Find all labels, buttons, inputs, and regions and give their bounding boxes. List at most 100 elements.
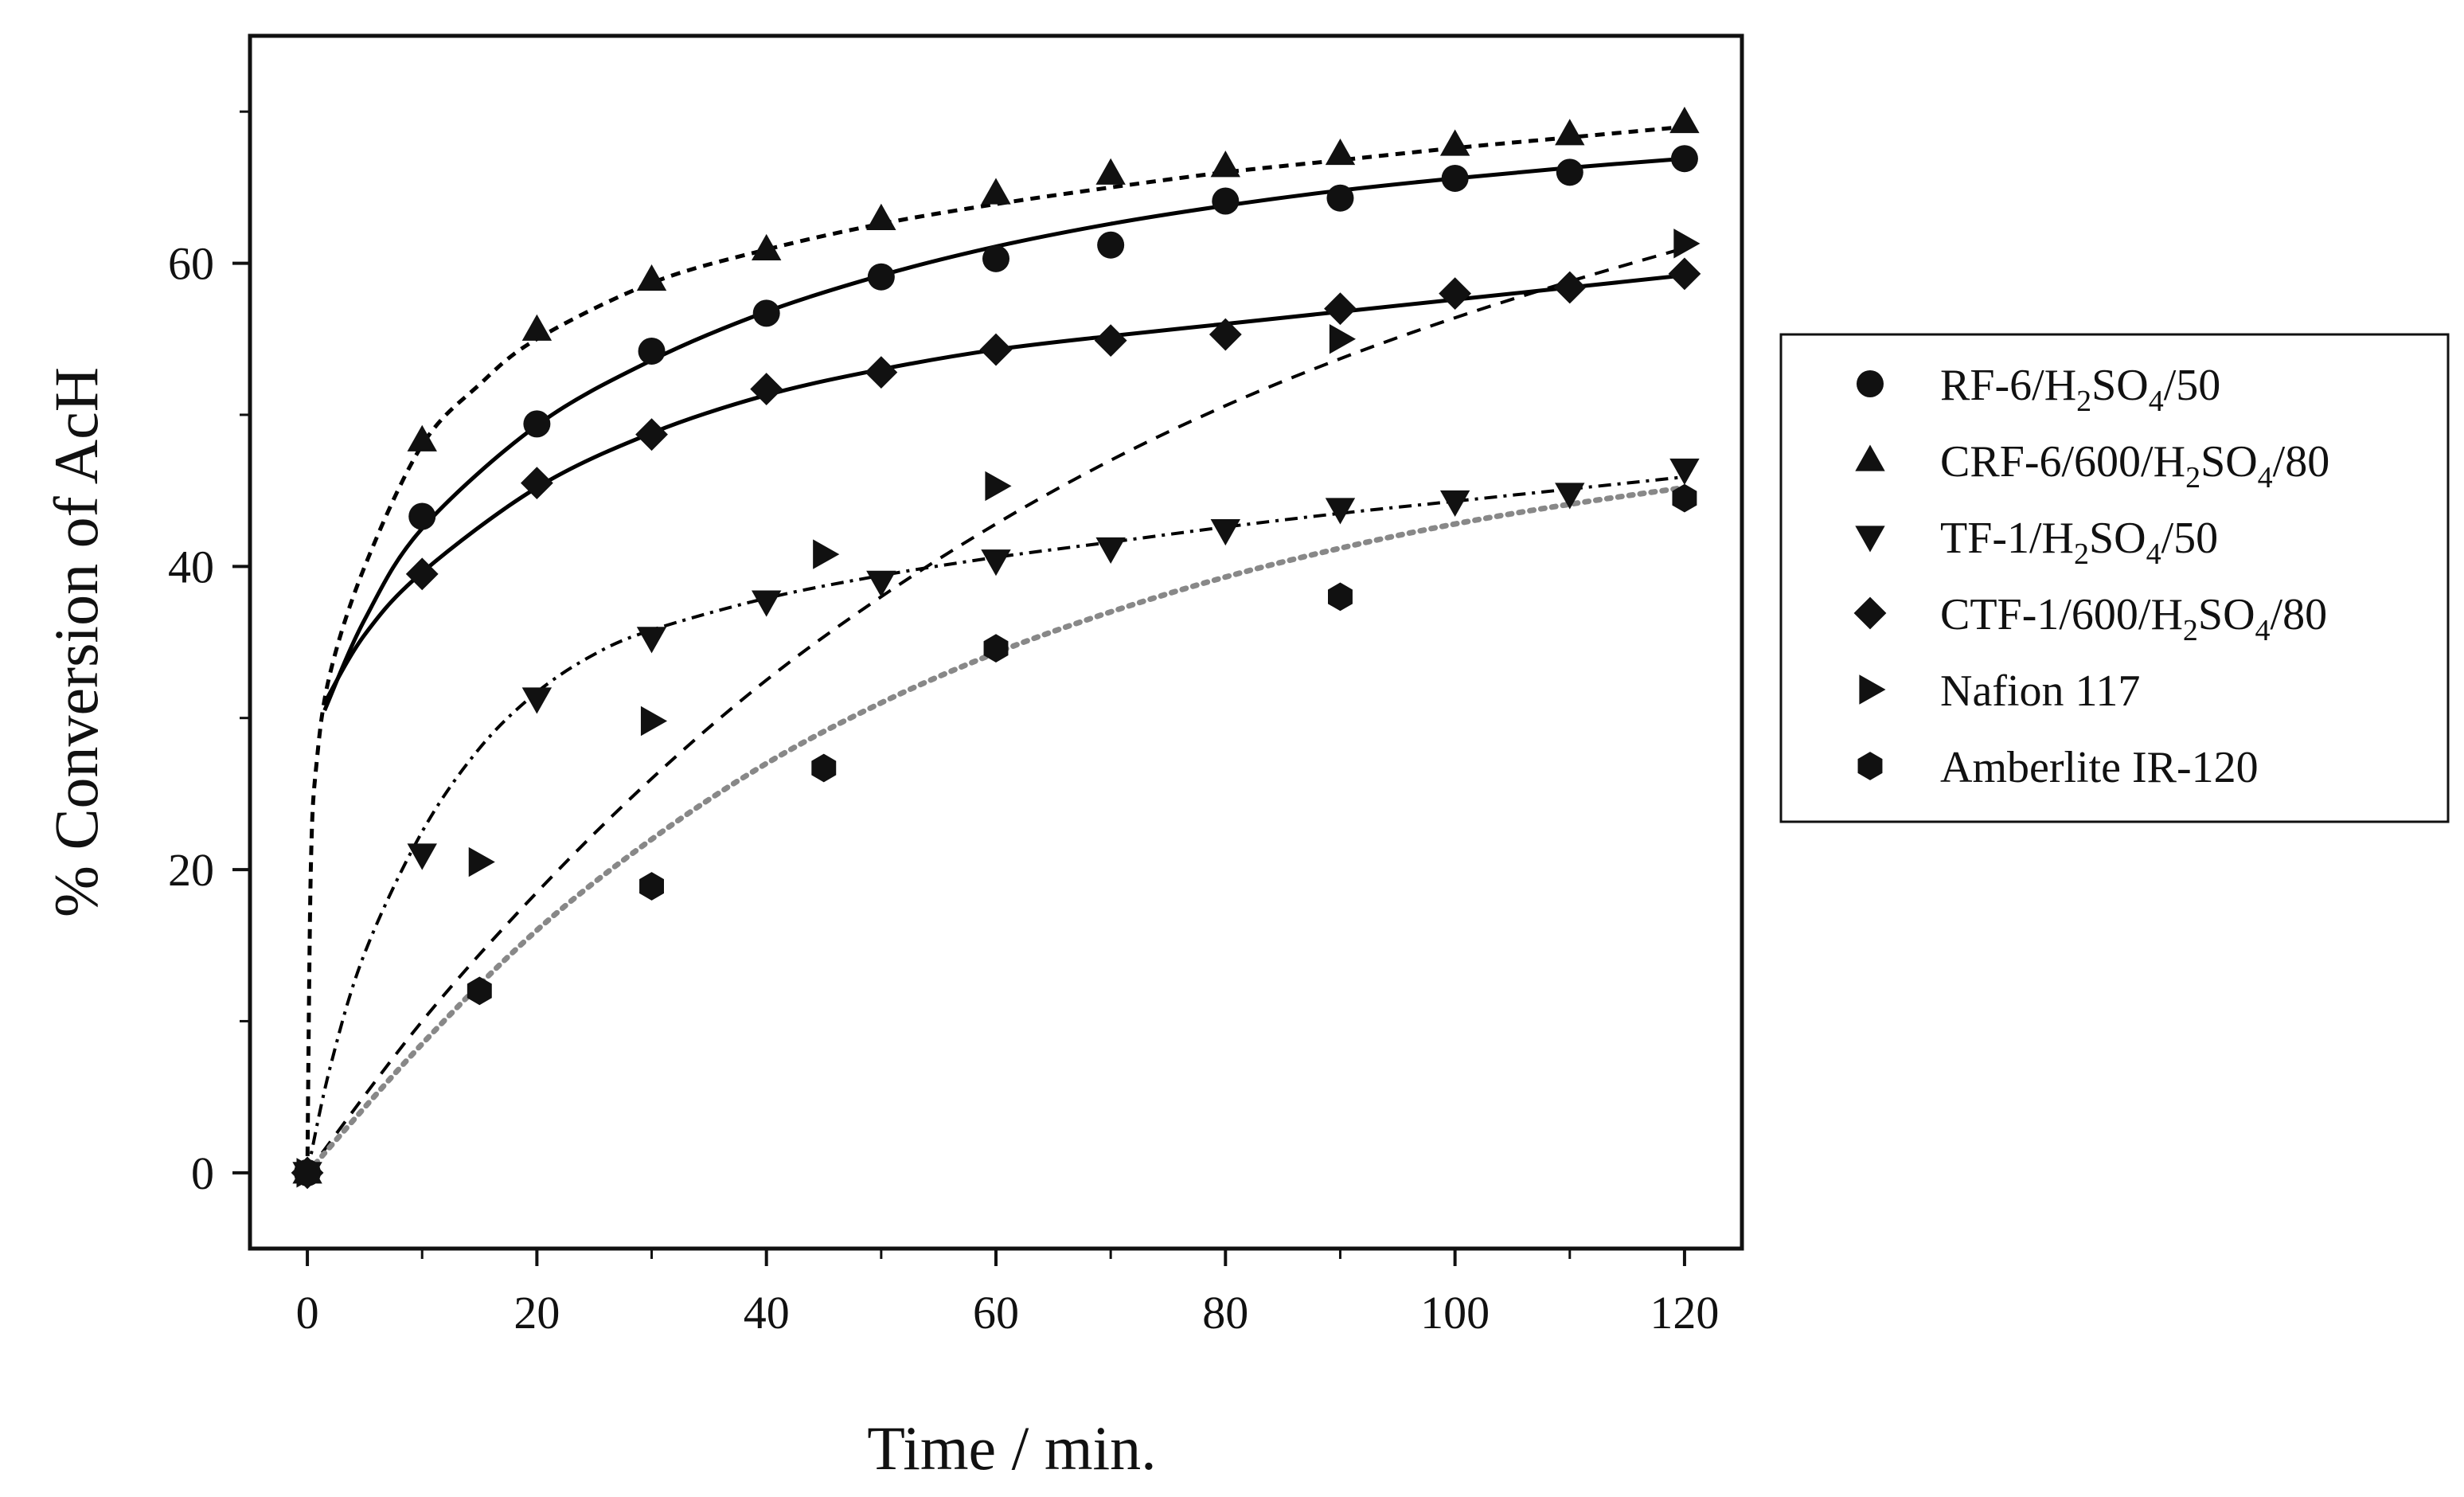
- data-point: [1324, 292, 1357, 326]
- y-tick-label: 40: [168, 541, 214, 592]
- data-point: [1670, 145, 1698, 173]
- data-point: [865, 356, 898, 389]
- legend-marker-1: [1857, 370, 1884, 397]
- data-point: [468, 846, 495, 877]
- x-tick-label: 40: [744, 1287, 790, 1339]
- data-point: [751, 590, 782, 617]
- data-point: [1673, 229, 1701, 259]
- data-point: [523, 410, 551, 438]
- legend-label-part: CTF-1/600/H: [1940, 590, 2183, 639]
- data-point: [1328, 582, 1353, 612]
- y-tick-label: 20: [168, 844, 214, 896]
- legend-label-5: Nafion 117: [1940, 666, 2140, 716]
- data-point: [1209, 318, 1242, 351]
- data-point: [751, 233, 782, 261]
- y-tick-label: 0: [191, 1147, 214, 1199]
- legend-label-part: SO: [2089, 514, 2146, 563]
- legend-label-6: Amberlite IR-120: [1940, 743, 2259, 792]
- data-point: [408, 502, 436, 530]
- data-point: [467, 976, 492, 1006]
- data-point: [1555, 119, 1585, 146]
- data-point: [1097, 231, 1125, 259]
- fit-curve-6: [304, 484, 1688, 1176]
- x-tick-label: 80: [1202, 1287, 1248, 1339]
- data-point: [1669, 106, 1700, 134]
- data-point: [1325, 138, 1356, 166]
- series-1-markers: [294, 145, 1698, 1186]
- legend-label-part: SO: [2198, 590, 2255, 639]
- data-point: [1325, 498, 1356, 525]
- data-point: [1668, 257, 1701, 291]
- data-point: [521, 314, 553, 341]
- data-point: [638, 337, 666, 365]
- data-point: [1326, 184, 1354, 212]
- data-point: [866, 203, 896, 230]
- data-point: [521, 687, 553, 714]
- legend-label-part: 2: [2076, 385, 2091, 418]
- data-point: [1439, 129, 1470, 156]
- legend-label-2: CRF-6/600/H2SO4/80: [1940, 437, 2329, 494]
- y-tick-label: 60: [168, 238, 214, 290]
- data-point: [813, 539, 840, 569]
- series-3-markers: [292, 458, 1700, 1189]
- legend-label-part: /80: [2273, 437, 2330, 487]
- data-point: [752, 299, 780, 327]
- data-point: [405, 557, 439, 591]
- data-point: [1439, 490, 1470, 518]
- data-point: [983, 634, 1009, 663]
- data-point: [811, 753, 837, 783]
- data-point: [1441, 164, 1469, 192]
- data-point: [981, 178, 1011, 205]
- data-point: [867, 263, 895, 291]
- data-point: [295, 1158, 320, 1187]
- data-point: [1094, 324, 1127, 358]
- legend-label-part: CRF-6/600/H: [1940, 437, 2185, 487]
- data-point: [1210, 150, 1241, 178]
- data-markers: [291, 106, 1701, 1190]
- data-point: [1669, 458, 1700, 486]
- data-point: [750, 373, 783, 405]
- x-tick-label: 60: [973, 1287, 1019, 1339]
- legend-label-part: 2: [2074, 537, 2089, 571]
- legend: RF-6/H2SO4/50CRF-6/600/H2SO4/80TF-1/H2SO…: [1779, 333, 2450, 823]
- data-point: [635, 418, 668, 451]
- data-point: [1212, 187, 1240, 215]
- legend-label-4: CTF-1/600/H2SO4/80: [1940, 590, 2327, 647]
- data-point: [979, 333, 1013, 366]
- x-axis-title: Time / min.: [867, 1413, 1156, 1483]
- data-point: [636, 264, 667, 291]
- legend-marker-5: [1859, 674, 1886, 705]
- axis-tick-labels: 0 20 40 60 80 100 120 0 20 40 60: [168, 238, 1719, 1339]
- data-point: [1556, 158, 1583, 186]
- legend-marker-2: [1855, 444, 1885, 471]
- legend-label-part: 4: [2146, 537, 2161, 571]
- series-6-markers: [295, 483, 1697, 1187]
- data-point: [1555, 483, 1585, 510]
- data-point: [407, 843, 437, 870]
- axis-ticks: [232, 110, 1686, 1266]
- data-point: [636, 627, 667, 654]
- data-point: [520, 467, 553, 500]
- x-tick-label: 20: [513, 1287, 560, 1339]
- legend-marker-4: [1853, 596, 1887, 630]
- legend-label-part: SO: [2200, 437, 2258, 487]
- legend-label-part: 4: [2149, 385, 2164, 418]
- data-point: [1672, 483, 1697, 513]
- legend-label-part: TF-1/H: [1940, 514, 2074, 563]
- data-point: [1210, 519, 1241, 546]
- legend-label-part: 4: [2255, 614, 2271, 647]
- legend-marker-3: [1855, 526, 1885, 553]
- data-point: [981, 549, 1011, 577]
- data-point: [1095, 537, 1126, 565]
- data-point: [1439, 277, 1472, 311]
- legend-label-part: Nafion 117: [1940, 666, 2140, 716]
- legend-label-part: 2: [2185, 461, 2200, 494]
- legend-label-part: SO: [2091, 361, 2149, 410]
- fit-curve-3: [306, 475, 1685, 1174]
- legend-label-3: TF-1/H2SO4/50: [1940, 514, 2218, 571]
- fit-curve-2: [305, 124, 1685, 1173]
- data-point: [640, 706, 668, 737]
- x-tick-label: 120: [1650, 1287, 1719, 1339]
- x-tick-label: 0: [296, 1287, 319, 1339]
